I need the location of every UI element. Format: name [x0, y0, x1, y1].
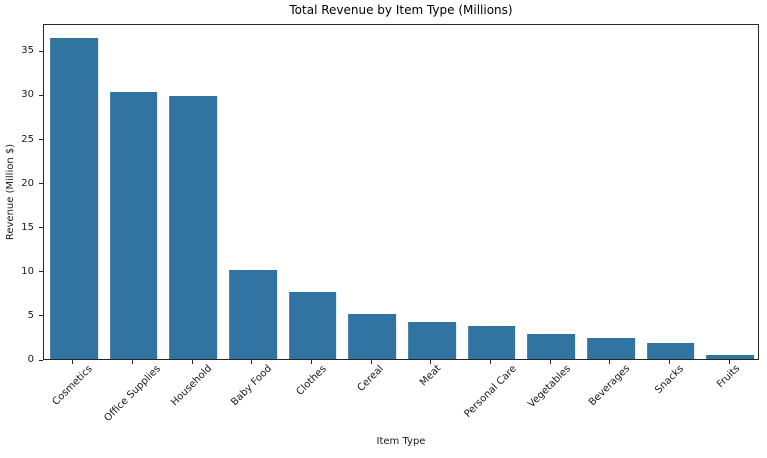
y-tick-mark [39, 50, 43, 52]
x-tick-mark [251, 360, 253, 364]
plot-area [43, 24, 759, 360]
x-tick-mark [430, 360, 432, 364]
bar-fruits [706, 355, 755, 359]
x-tick-label: Household [169, 363, 215, 409]
y-tick-label: 35 [21, 45, 34, 57]
x-tick-label: Office Supplies [101, 363, 163, 424]
y-axis: 0 5 10 15 20 25 30 35 [0, 24, 43, 365]
x-tick-mark [609, 360, 611, 364]
y-tick-label: 5 [27, 309, 34, 321]
x-tick-mark [549, 360, 551, 364]
x-tick-mark [370, 360, 372, 364]
bar-household [169, 96, 218, 359]
x-tick-label: Clothes [293, 363, 329, 398]
bar-meat [407, 321, 456, 359]
x-tick-mark [311, 360, 312, 364]
x-tick-mark [191, 360, 193, 364]
y-tick-label: 20 [21, 177, 34, 189]
bar-snacks [646, 343, 695, 359]
y-axis-label: Revenue (Million $) [5, 143, 17, 241]
y-tick-mark [39, 139, 43, 141]
bar-cereal [348, 314, 397, 359]
bar-vegetables [527, 334, 576, 359]
x-tick-mark [490, 360, 491, 364]
y-tick-mark [39, 315, 43, 317]
y-tick-label: 30 [21, 89, 34, 101]
bars-container [44, 25, 758, 359]
y-tick-label: 10 [21, 265, 34, 277]
bar-office-supplies [109, 91, 158, 359]
y-tick-mark [39, 359, 43, 361]
y-tick-mark [39, 94, 43, 96]
bar-personal-care [467, 326, 516, 359]
x-axis-label: Item Type [376, 436, 426, 447]
x-tick-label: Meat [417, 363, 444, 389]
x-tick-mark [72, 360, 74, 364]
y-tick-mark [39, 183, 43, 185]
x-tick-mark [728, 360, 730, 364]
x-axis: Cosmetics Office Supplies Household Baby Fo… [43, 360, 759, 440]
x-tick-mark [669, 360, 670, 364]
x-tick-label: Beverages [586, 362, 633, 409]
x-tick-label: Baby Food [229, 362, 274, 408]
bar-clothes [288, 291, 337, 359]
x-tick-label: Personal Care [461, 363, 519, 420]
x-tick-label: Cosmetics [50, 363, 95, 408]
x-tick-label: Vegetables [526, 362, 574, 410]
x-tick-label: Cereal [355, 362, 387, 394]
y-tick-mark [39, 227, 43, 229]
bar-cosmetics [49, 38, 98, 359]
x-tick-mark [132, 360, 133, 364]
y-tick-label: 15 [21, 221, 34, 233]
bar-beverages [586, 337, 635, 359]
y-tick-mark [39, 271, 43, 273]
bar-baby-food [228, 269, 277, 359]
chart-title: Total Revenue by Item Type (Millions) [289, 3, 513, 17]
y-tick-label: 25 [21, 133, 34, 145]
x-tick-label: Snacks [652, 362, 686, 396]
x-tick-label: Fruits [715, 362, 743, 391]
y-tick-label: 0 [27, 354, 34, 365]
